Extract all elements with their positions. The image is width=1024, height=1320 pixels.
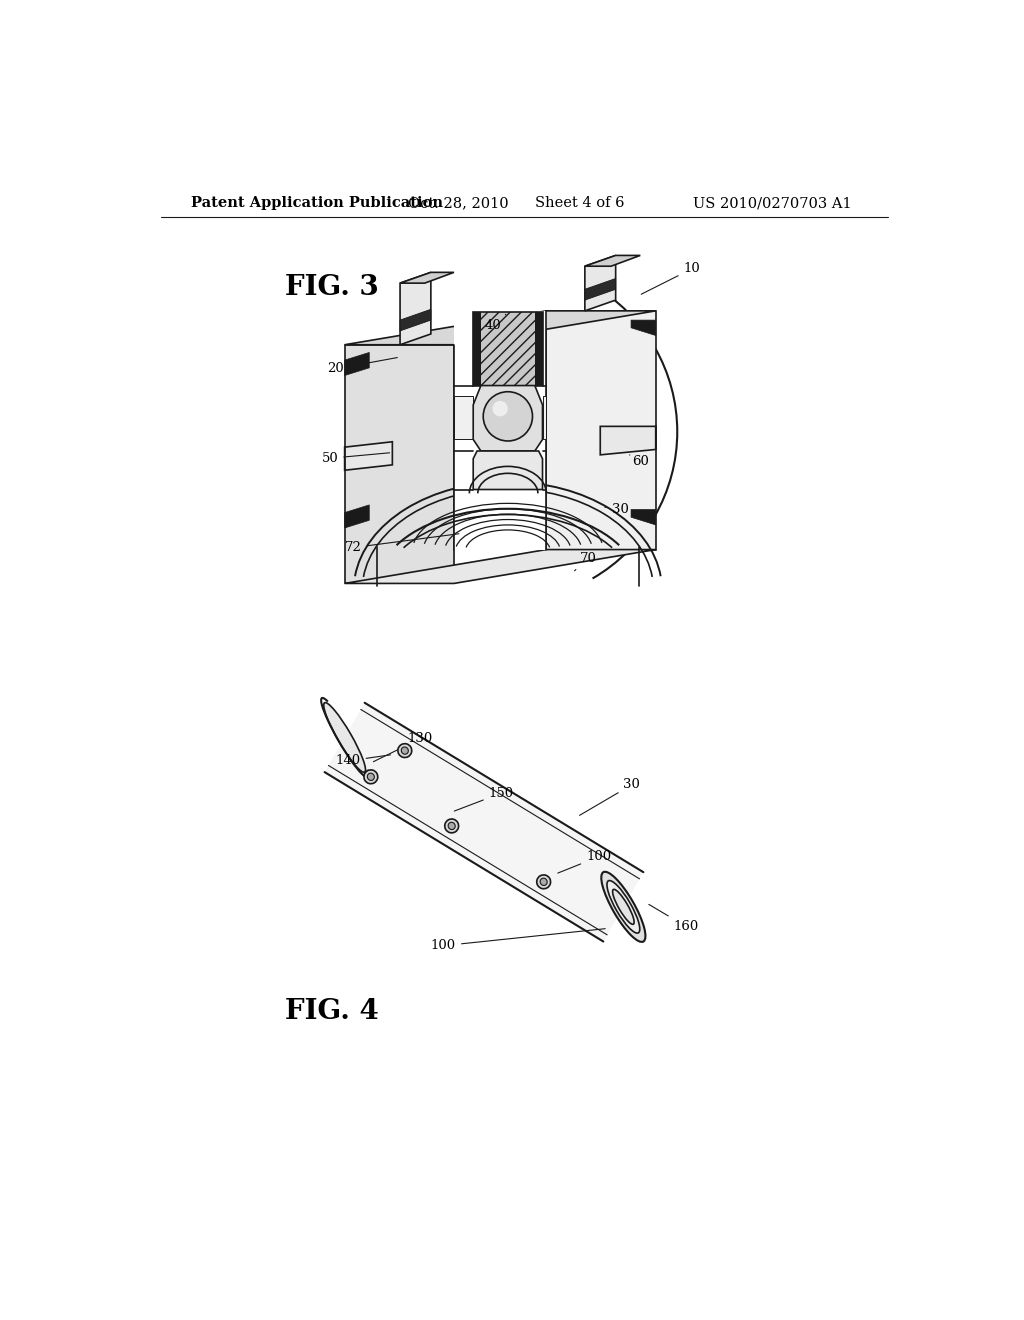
Polygon shape (345, 442, 392, 470)
Ellipse shape (607, 880, 640, 933)
Ellipse shape (601, 871, 645, 942)
Polygon shape (454, 312, 547, 549)
Polygon shape (345, 352, 370, 376)
Ellipse shape (364, 770, 378, 784)
Text: 20: 20 (327, 358, 397, 375)
Polygon shape (473, 451, 543, 490)
Polygon shape (400, 272, 431, 345)
Polygon shape (473, 313, 543, 385)
Text: 40: 40 (484, 314, 506, 333)
Ellipse shape (444, 818, 459, 833)
Text: Sheet 4 of 6: Sheet 4 of 6 (535, 197, 625, 210)
Polygon shape (300, 247, 724, 667)
Text: 100: 100 (431, 929, 605, 952)
Circle shape (483, 392, 532, 441)
Polygon shape (454, 396, 473, 440)
Ellipse shape (324, 702, 366, 772)
Polygon shape (400, 309, 431, 331)
Text: 100: 100 (558, 850, 611, 873)
Text: 50: 50 (322, 451, 389, 465)
Text: 150: 150 (455, 787, 514, 810)
Polygon shape (345, 312, 655, 345)
Polygon shape (400, 272, 454, 284)
Polygon shape (325, 702, 643, 941)
Ellipse shape (537, 875, 551, 888)
Text: 72: 72 (345, 533, 459, 554)
Ellipse shape (401, 747, 409, 754)
Text: 60: 60 (630, 455, 649, 467)
Text: 130: 130 (374, 733, 433, 762)
Polygon shape (543, 396, 547, 440)
Polygon shape (585, 256, 640, 267)
Text: Patent Application Publication: Patent Application Publication (190, 197, 442, 210)
Polygon shape (473, 385, 543, 451)
Ellipse shape (540, 878, 547, 886)
Ellipse shape (368, 774, 375, 780)
Text: 160: 160 (649, 904, 698, 933)
Polygon shape (473, 313, 481, 385)
Polygon shape (345, 506, 370, 528)
Polygon shape (547, 312, 655, 549)
Text: 30: 30 (605, 503, 629, 516)
Text: 140: 140 (336, 755, 390, 767)
Polygon shape (345, 345, 454, 583)
Text: US 2010/0270703 A1: US 2010/0270703 A1 (692, 197, 851, 210)
Ellipse shape (398, 743, 412, 758)
Polygon shape (585, 279, 615, 300)
Polygon shape (631, 321, 655, 335)
Polygon shape (631, 510, 655, 525)
Polygon shape (345, 549, 655, 583)
Text: FIG. 4: FIG. 4 (285, 998, 378, 1026)
Text: 70: 70 (574, 552, 596, 570)
Text: FIG. 3: FIG. 3 (285, 275, 378, 301)
Text: 30: 30 (580, 779, 640, 816)
Polygon shape (585, 256, 615, 312)
Ellipse shape (612, 890, 634, 924)
Text: 10: 10 (641, 263, 700, 294)
Circle shape (493, 401, 508, 416)
Polygon shape (600, 426, 655, 455)
Ellipse shape (449, 822, 456, 829)
Text: Oct. 28, 2010: Oct. 28, 2010 (408, 197, 508, 210)
Polygon shape (535, 313, 543, 385)
